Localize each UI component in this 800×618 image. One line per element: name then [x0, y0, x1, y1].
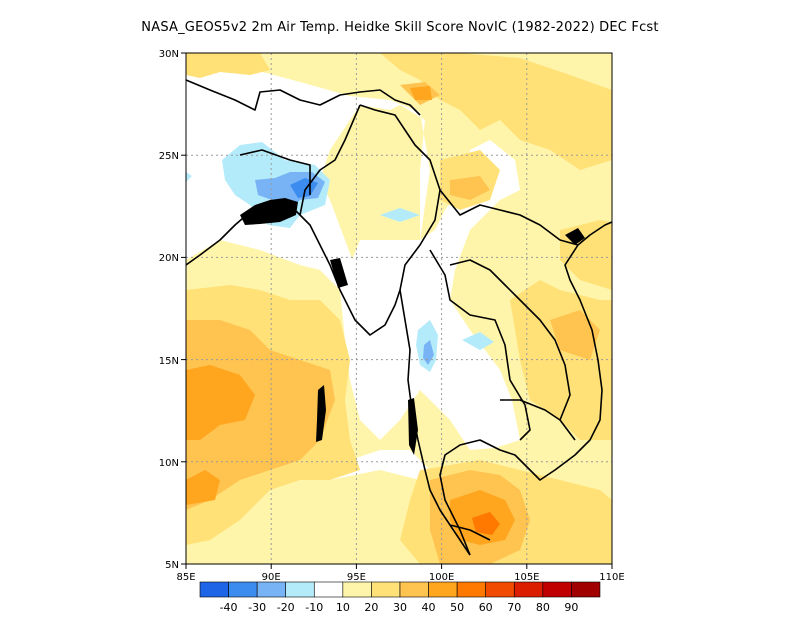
- light-blue-patch-myanmar: [380, 208, 420, 222]
- colorbar-label: 60: [479, 601, 493, 614]
- border-cambodia: [500, 399, 576, 441]
- colorbar-swatch: [371, 581, 401, 598]
- skill-30-40-east: [550, 310, 600, 360]
- lon-tick-label: 110E: [599, 572, 624, 583]
- irrawaddy-delta: [330, 258, 348, 288]
- colorbar-swatch: [428, 581, 458, 598]
- grid-lines: [186, 53, 612, 564]
- lat-tick-label: 25N: [159, 151, 179, 162]
- skill-50-60-south: [472, 512, 500, 535]
- white-region-south: [330, 450, 430, 480]
- border-laos: [449, 259, 571, 421]
- lat-tick-label: 5N: [165, 560, 179, 571]
- lon-tick-label: 100E: [429, 572, 454, 583]
- tick-marks: [181, 52, 613, 569]
- colorbar-swatch: [342, 581, 372, 598]
- lat-tick-labels: 30N 25N 20N 15N 10N 5N: [159, 49, 179, 571]
- colorbar-swatch: [399, 581, 429, 598]
- colorbar-swatch: [199, 581, 229, 598]
- mergui-archipelago: [408, 398, 418, 455]
- plot-frame: [185, 52, 613, 565]
- skill-30-40-west: [186, 320, 335, 510]
- lon-tick-label: 95E: [347, 572, 366, 583]
- border-north: [186, 79, 421, 116]
- border-malaysia: [449, 524, 491, 541]
- blue-patch-thailand: [423, 340, 434, 365]
- andaman-islands: [316, 385, 326, 442]
- colorbar-label: 30: [393, 601, 407, 614]
- colorbar-label: 50: [450, 601, 464, 614]
- coastline-bay-of-bengal: [186, 204, 401, 336]
- colorbar-label: -30: [248, 601, 266, 614]
- lon-tick-label: 105E: [514, 572, 539, 583]
- colorbar-label: 90: [564, 601, 578, 614]
- colorbar-swatch: [285, 581, 315, 598]
- colorbar-swatch: [228, 581, 258, 598]
- skill-40-50-west2: [186, 470, 220, 505]
- lon-tick-labels: 85E 90E 95E 100E 105E 110E: [176, 572, 624, 583]
- border-myanmar-west: [299, 104, 361, 216]
- border-myanmar-east: [359, 104, 441, 291]
- coastlines-and-borders: [186, 79, 612, 556]
- skill-20-30-ne: [380, 53, 612, 170]
- light-blue-patch-small: [186, 172, 192, 182]
- skill-40-50-west: [186, 365, 255, 440]
- map-title: NASA_GEOS5v2 2m Air Temp. Heidke Skill S…: [141, 20, 659, 35]
- colorbar-label: -40: [220, 601, 238, 614]
- lat-tick-label: 15N: [159, 356, 179, 367]
- colorbar-label: 20: [364, 601, 378, 614]
- colorbar-label: -10: [305, 601, 323, 614]
- lat-tick-label: 30N: [159, 49, 179, 60]
- colorbar-swatch: [571, 581, 601, 598]
- colorbar: [199, 581, 601, 598]
- skill-40-50-north: [410, 86, 432, 100]
- border-china-vietnam: [439, 189, 579, 246]
- skill-20-30-north: [186, 53, 270, 78]
- colorbar-swatch: [513, 581, 544, 598]
- ganges-delta: [240, 198, 298, 225]
- colorbar-label: -20: [277, 601, 295, 614]
- light-blue-patch-laos: [462, 332, 494, 350]
- colorbar-label: 10: [336, 601, 350, 614]
- colorbar-label: 70: [507, 601, 521, 614]
- colorbar-swatch: [485, 581, 515, 598]
- colorbar-label: 40: [422, 601, 436, 614]
- border-thailand: [429, 249, 531, 441]
- map-plot-area: [186, 53, 612, 564]
- skill-30-40-ne: [450, 176, 490, 200]
- colorbar-swatch: [542, 581, 572, 598]
- colorbar-swatch: [313, 581, 344, 598]
- vietnam-coast-detail: [565, 228, 585, 245]
- coastline-andaman: [399, 289, 471, 556]
- colorbar-label: 80: [536, 601, 550, 614]
- border-bangladesh: [239, 149, 311, 195]
- colorbar-swatch: [456, 581, 487, 598]
- coastline-gulf-thailand: [439, 221, 612, 556]
- lon-tick-label: 90E: [262, 572, 281, 583]
- lat-tick-label: 10N: [159, 458, 179, 469]
- colorbar-labels: -40 -30 -20 -10 10 20 30 40 50 60 70 80 90: [220, 601, 579, 614]
- colorbar-swatch: [256, 581, 287, 598]
- lat-tick-label: 20N: [159, 253, 179, 264]
- delta-and-islands: [240, 198, 585, 455]
- lon-tick-label: 85E: [176, 572, 195, 583]
